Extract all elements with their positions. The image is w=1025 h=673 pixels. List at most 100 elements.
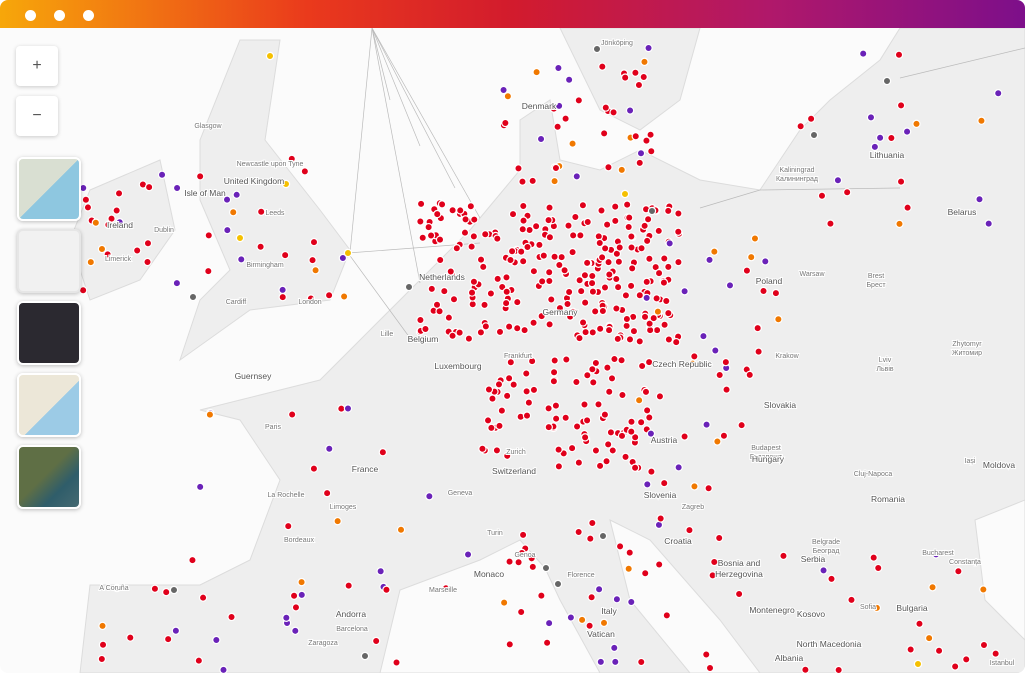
station [404, 282, 414, 292]
window-button[interactable] [83, 10, 94, 21]
layer-thumbnail[interactable] [17, 157, 81, 221]
station [635, 158, 644, 168]
zoom-out-button[interactable]: − [16, 96, 58, 136]
station [647, 206, 657, 216]
station [568, 139, 577, 148]
station [418, 233, 427, 242]
station [577, 286, 586, 296]
place-label: Калининград [776, 176, 818, 183]
zoom-in-button[interactable]: + [16, 46, 58, 86]
station [448, 206, 457, 215]
station [847, 595, 856, 605]
station [544, 215, 553, 225]
station [827, 574, 836, 584]
station [97, 244, 107, 254]
place-label: Moldova [983, 460, 1015, 470]
station [488, 394, 497, 403]
station [630, 463, 640, 472]
station [344, 581, 353, 590]
station [659, 278, 669, 287]
station [424, 222, 433, 232]
station [487, 423, 496, 433]
station [592, 44, 602, 54]
station [112, 206, 121, 215]
station [481, 322, 491, 331]
station [529, 266, 539, 276]
station [188, 555, 197, 565]
station [734, 589, 744, 599]
station [291, 626, 300, 636]
station [639, 72, 648, 82]
station [204, 266, 213, 276]
station [594, 585, 604, 594]
station [602, 220, 612, 229]
station [157, 170, 167, 179]
station [627, 597, 636, 607]
station [652, 294, 661, 303]
station [647, 147, 656, 156]
station [806, 114, 816, 123]
window-button[interactable] [54, 10, 65, 21]
station [256, 242, 265, 252]
title-bar [0, 0, 1025, 28]
station [994, 89, 1003, 98]
station [636, 149, 646, 158]
station [690, 482, 699, 491]
place-label: Dublin [154, 227, 174, 234]
window-button[interactable] [25, 10, 36, 21]
layer-thumbnail[interactable] [17, 445, 81, 509]
station [622, 321, 631, 331]
place-label: Italy [601, 606, 617, 616]
place-label: Florence [567, 572, 594, 579]
station [444, 313, 454, 322]
place-label: Luxembourg [434, 361, 482, 371]
station [796, 122, 805, 131]
station [578, 318, 588, 327]
station [704, 484, 713, 493]
station [636, 417, 646, 427]
station [649, 313, 658, 323]
station [834, 665, 843, 673]
station [416, 217, 425, 226]
map: Ireland Isle of Man United Kingdom Dublin Li… [0, 28, 1025, 673]
layer-thumbnail[interactable] [17, 229, 81, 293]
place-label: Будапешт [750, 454, 783, 461]
station [461, 215, 470, 224]
station [742, 266, 752, 275]
place-label: Iași [965, 458, 976, 465]
station [188, 292, 198, 302]
station [232, 190, 241, 200]
station [604, 163, 613, 172]
layer-thumbnail[interactable] [17, 301, 81, 365]
station [132, 246, 142, 255]
station [525, 225, 534, 235]
station [721, 357, 731, 367]
station [545, 320, 554, 329]
station [297, 577, 306, 587]
route [371, 28, 421, 284]
station [631, 68, 640, 77]
station [541, 563, 551, 573]
station [150, 584, 160, 593]
station [680, 432, 689, 441]
place-label: Birmingham [246, 262, 284, 269]
station [645, 413, 654, 422]
station [611, 216, 620, 226]
station [627, 232, 636, 241]
layer-thumbnail[interactable] [17, 373, 81, 437]
station [83, 203, 93, 212]
station [308, 255, 317, 265]
place-label: Београд [813, 548, 840, 555]
station [572, 172, 581, 181]
station [325, 444, 334, 453]
station [613, 282, 623, 292]
station [564, 287, 574, 297]
station [774, 315, 783, 324]
station [256, 207, 266, 216]
station [527, 356, 537, 366]
station [502, 287, 511, 296]
place-label: Ireland [107, 220, 133, 230]
station [172, 183, 182, 193]
station [501, 298, 511, 308]
station [551, 163, 561, 173]
